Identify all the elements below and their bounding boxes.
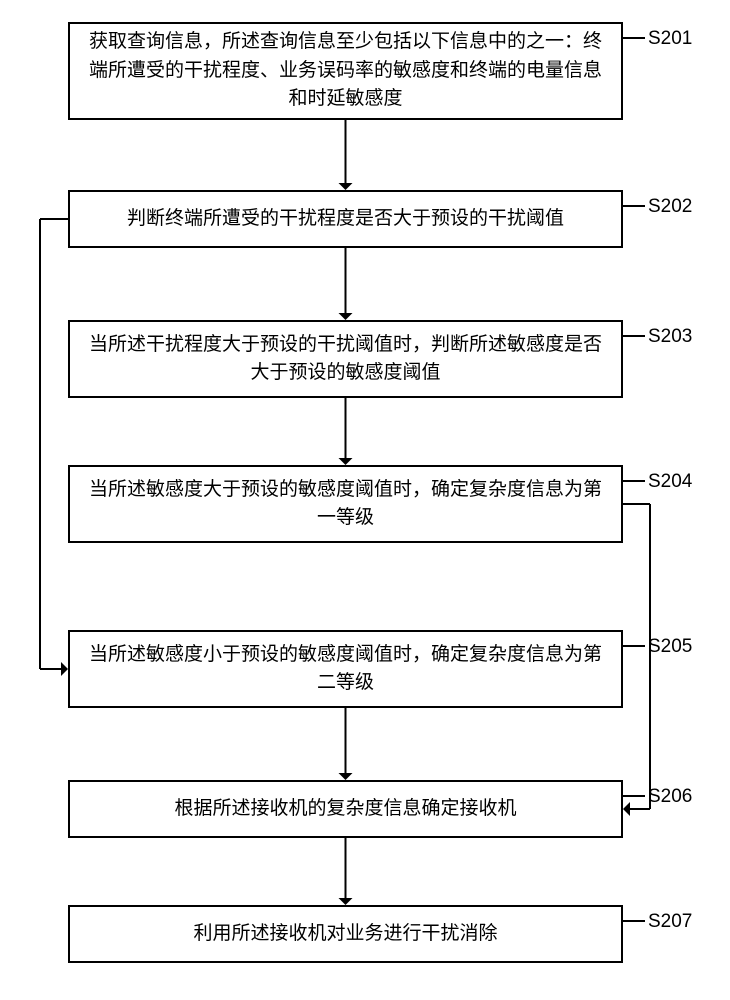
flow-box-s207: 利用所述接收机对业务进行干扰消除 (68, 905, 623, 963)
flow-box-text: 根据所述接收机的复杂度信息确定接收机 (174, 795, 516, 824)
flow-box-text: 当所述干扰程度大于预设的干扰阈值时，判断所述敏感度是否大于预设的敏感度阈值 (88, 331, 603, 388)
flow-label-s201: S201 (648, 28, 692, 50)
flow-label-s206: S206 (648, 786, 692, 808)
flow-box-s201: 获取查询信息，所述查询信息至少包括以下信息中的之一：终端所遭受的干扰程度、业务误… (68, 22, 623, 120)
flow-box-s205: 当所述敏感度小于预设的敏感度阈值时，确定复杂度信息为第二等级 (68, 630, 623, 708)
flow-box-s202: 判断终端所遭受的干扰程度是否大于预设的干扰阈值 (68, 190, 623, 248)
flow-box-text: 当所述敏感度大于预设的敏感度阈值时，确定复杂度信息为第一等级 (88, 476, 603, 533)
flow-box-s204: 当所述敏感度大于预设的敏感度阈值时，确定复杂度信息为第一等级 (68, 465, 623, 543)
flow-box-text: 利用所述接收机对业务进行干扰消除 (193, 920, 497, 949)
flow-label-s205: S205 (648, 636, 692, 658)
flow-box-text: 获取查询信息，所述查询信息至少包括以下信息中的之一：终端所遭受的干扰程度、业务误… (88, 28, 603, 114)
flow-label-s202: S202 (648, 196, 692, 218)
flow-label-s203: S203 (648, 326, 692, 348)
flow-box-s203: 当所述干扰程度大于预设的干扰阈值时，判断所述敏感度是否大于预设的敏感度阈值 (68, 320, 623, 398)
flow-box-text: 判断终端所遭受的干扰程度是否大于预设的干扰阈值 (127, 205, 564, 234)
flow-box-s206: 根据所述接收机的复杂度信息确定接收机 (68, 780, 623, 838)
flow-label-s207: S207 (648, 911, 692, 933)
flow-box-text: 当所述敏感度小于预设的敏感度阈值时，确定复杂度信息为第二等级 (88, 641, 603, 698)
flow-label-s204: S204 (648, 471, 692, 493)
